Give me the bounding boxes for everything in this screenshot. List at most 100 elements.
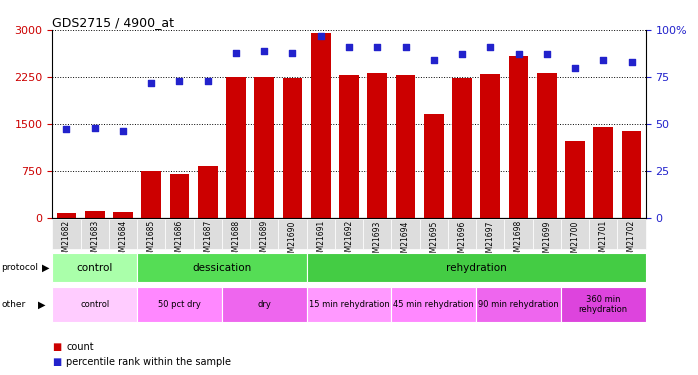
Text: GSM21702: GSM21702 — [627, 220, 636, 261]
Point — [513, 51, 524, 57]
FancyBboxPatch shape — [533, 219, 561, 249]
Bar — [622, 130, 641, 218]
FancyBboxPatch shape — [137, 253, 306, 282]
Point — [315, 33, 327, 39]
Text: GSM21698: GSM21698 — [514, 220, 523, 261]
FancyBboxPatch shape — [392, 219, 419, 249]
FancyBboxPatch shape — [52, 253, 137, 282]
Bar — [311, 33, 331, 218]
Point — [61, 126, 72, 132]
FancyBboxPatch shape — [448, 219, 476, 249]
FancyBboxPatch shape — [419, 219, 448, 249]
Point — [259, 48, 270, 54]
Text: control: control — [80, 300, 110, 309]
Text: GSM21682: GSM21682 — [62, 220, 71, 261]
Point — [230, 50, 242, 55]
Bar — [452, 78, 472, 218]
Text: GSM21699: GSM21699 — [542, 220, 551, 261]
Point — [456, 51, 468, 57]
Text: rehydration: rehydration — [446, 263, 507, 273]
FancyBboxPatch shape — [137, 219, 165, 249]
FancyBboxPatch shape — [279, 219, 306, 249]
Text: GSM21683: GSM21683 — [90, 220, 99, 261]
Point — [428, 57, 439, 63]
Text: GSM21684: GSM21684 — [119, 220, 128, 261]
Bar — [85, 211, 105, 217]
Point — [202, 78, 214, 84]
Point — [484, 44, 496, 50]
Bar — [198, 166, 218, 218]
FancyBboxPatch shape — [52, 219, 80, 249]
Text: dry: dry — [258, 300, 272, 309]
Text: 45 min rehydration: 45 min rehydration — [394, 300, 474, 309]
FancyBboxPatch shape — [306, 287, 392, 322]
Point — [287, 50, 298, 55]
Bar — [593, 127, 613, 218]
Text: GSM21686: GSM21686 — [175, 220, 184, 261]
Bar — [424, 114, 444, 218]
Text: protocol: protocol — [1, 263, 38, 272]
FancyBboxPatch shape — [618, 219, 646, 249]
Text: GSM21691: GSM21691 — [316, 220, 325, 261]
FancyBboxPatch shape — [222, 219, 250, 249]
Text: GSM21689: GSM21689 — [260, 220, 269, 261]
Text: GSM21700: GSM21700 — [570, 220, 579, 261]
Bar — [283, 78, 302, 218]
Text: 360 min
rehydration: 360 min rehydration — [579, 295, 628, 314]
Point — [89, 124, 101, 130]
FancyBboxPatch shape — [306, 219, 335, 249]
Bar — [170, 174, 189, 217]
FancyBboxPatch shape — [505, 219, 533, 249]
Text: percentile rank within the sample: percentile rank within the sample — [66, 357, 231, 367]
FancyBboxPatch shape — [80, 219, 109, 249]
Point — [541, 51, 552, 57]
Text: GSM21693: GSM21693 — [373, 220, 382, 261]
FancyBboxPatch shape — [561, 287, 646, 322]
Text: GSM21697: GSM21697 — [486, 220, 495, 261]
Text: GSM21690: GSM21690 — [288, 220, 297, 261]
Text: GSM21696: GSM21696 — [457, 220, 466, 261]
Text: GSM21695: GSM21695 — [429, 220, 438, 261]
Bar — [57, 213, 76, 217]
Text: 50 pct dry: 50 pct dry — [158, 300, 201, 309]
Bar — [480, 74, 500, 217]
Bar — [226, 77, 246, 218]
FancyBboxPatch shape — [561, 219, 589, 249]
FancyBboxPatch shape — [109, 219, 137, 249]
FancyBboxPatch shape — [392, 287, 476, 322]
Point — [371, 44, 383, 50]
FancyBboxPatch shape — [52, 287, 137, 322]
Text: other: other — [1, 300, 26, 309]
Point — [400, 44, 411, 50]
Text: GSM21701: GSM21701 — [599, 220, 608, 261]
Bar — [565, 141, 585, 218]
Bar — [396, 75, 415, 217]
Point — [626, 59, 637, 65]
FancyBboxPatch shape — [193, 219, 222, 249]
Bar — [113, 212, 133, 217]
Text: 90 min rehydration: 90 min rehydration — [478, 300, 559, 309]
FancyBboxPatch shape — [589, 219, 618, 249]
Point — [117, 128, 128, 134]
Text: GSM21688: GSM21688 — [232, 220, 241, 261]
Point — [570, 64, 581, 70]
Bar — [509, 56, 528, 217]
Text: GSM21694: GSM21694 — [401, 220, 410, 261]
Text: ▶: ▶ — [42, 263, 50, 273]
Point — [174, 78, 185, 84]
Point — [146, 80, 157, 86]
Bar — [537, 73, 556, 217]
Text: count: count — [66, 342, 94, 352]
FancyBboxPatch shape — [250, 219, 279, 249]
FancyBboxPatch shape — [165, 219, 193, 249]
FancyBboxPatch shape — [335, 219, 363, 249]
Text: GDS2715 / 4900_at: GDS2715 / 4900_at — [52, 16, 174, 29]
Text: dessication: dessication — [192, 263, 251, 273]
Text: 15 min rehydration: 15 min rehydration — [309, 300, 389, 309]
Text: GSM21685: GSM21685 — [147, 220, 156, 261]
FancyBboxPatch shape — [222, 287, 306, 322]
Point — [597, 57, 609, 63]
FancyBboxPatch shape — [363, 219, 392, 249]
Text: GSM21692: GSM21692 — [345, 220, 353, 261]
Text: ▶: ▶ — [38, 300, 46, 309]
